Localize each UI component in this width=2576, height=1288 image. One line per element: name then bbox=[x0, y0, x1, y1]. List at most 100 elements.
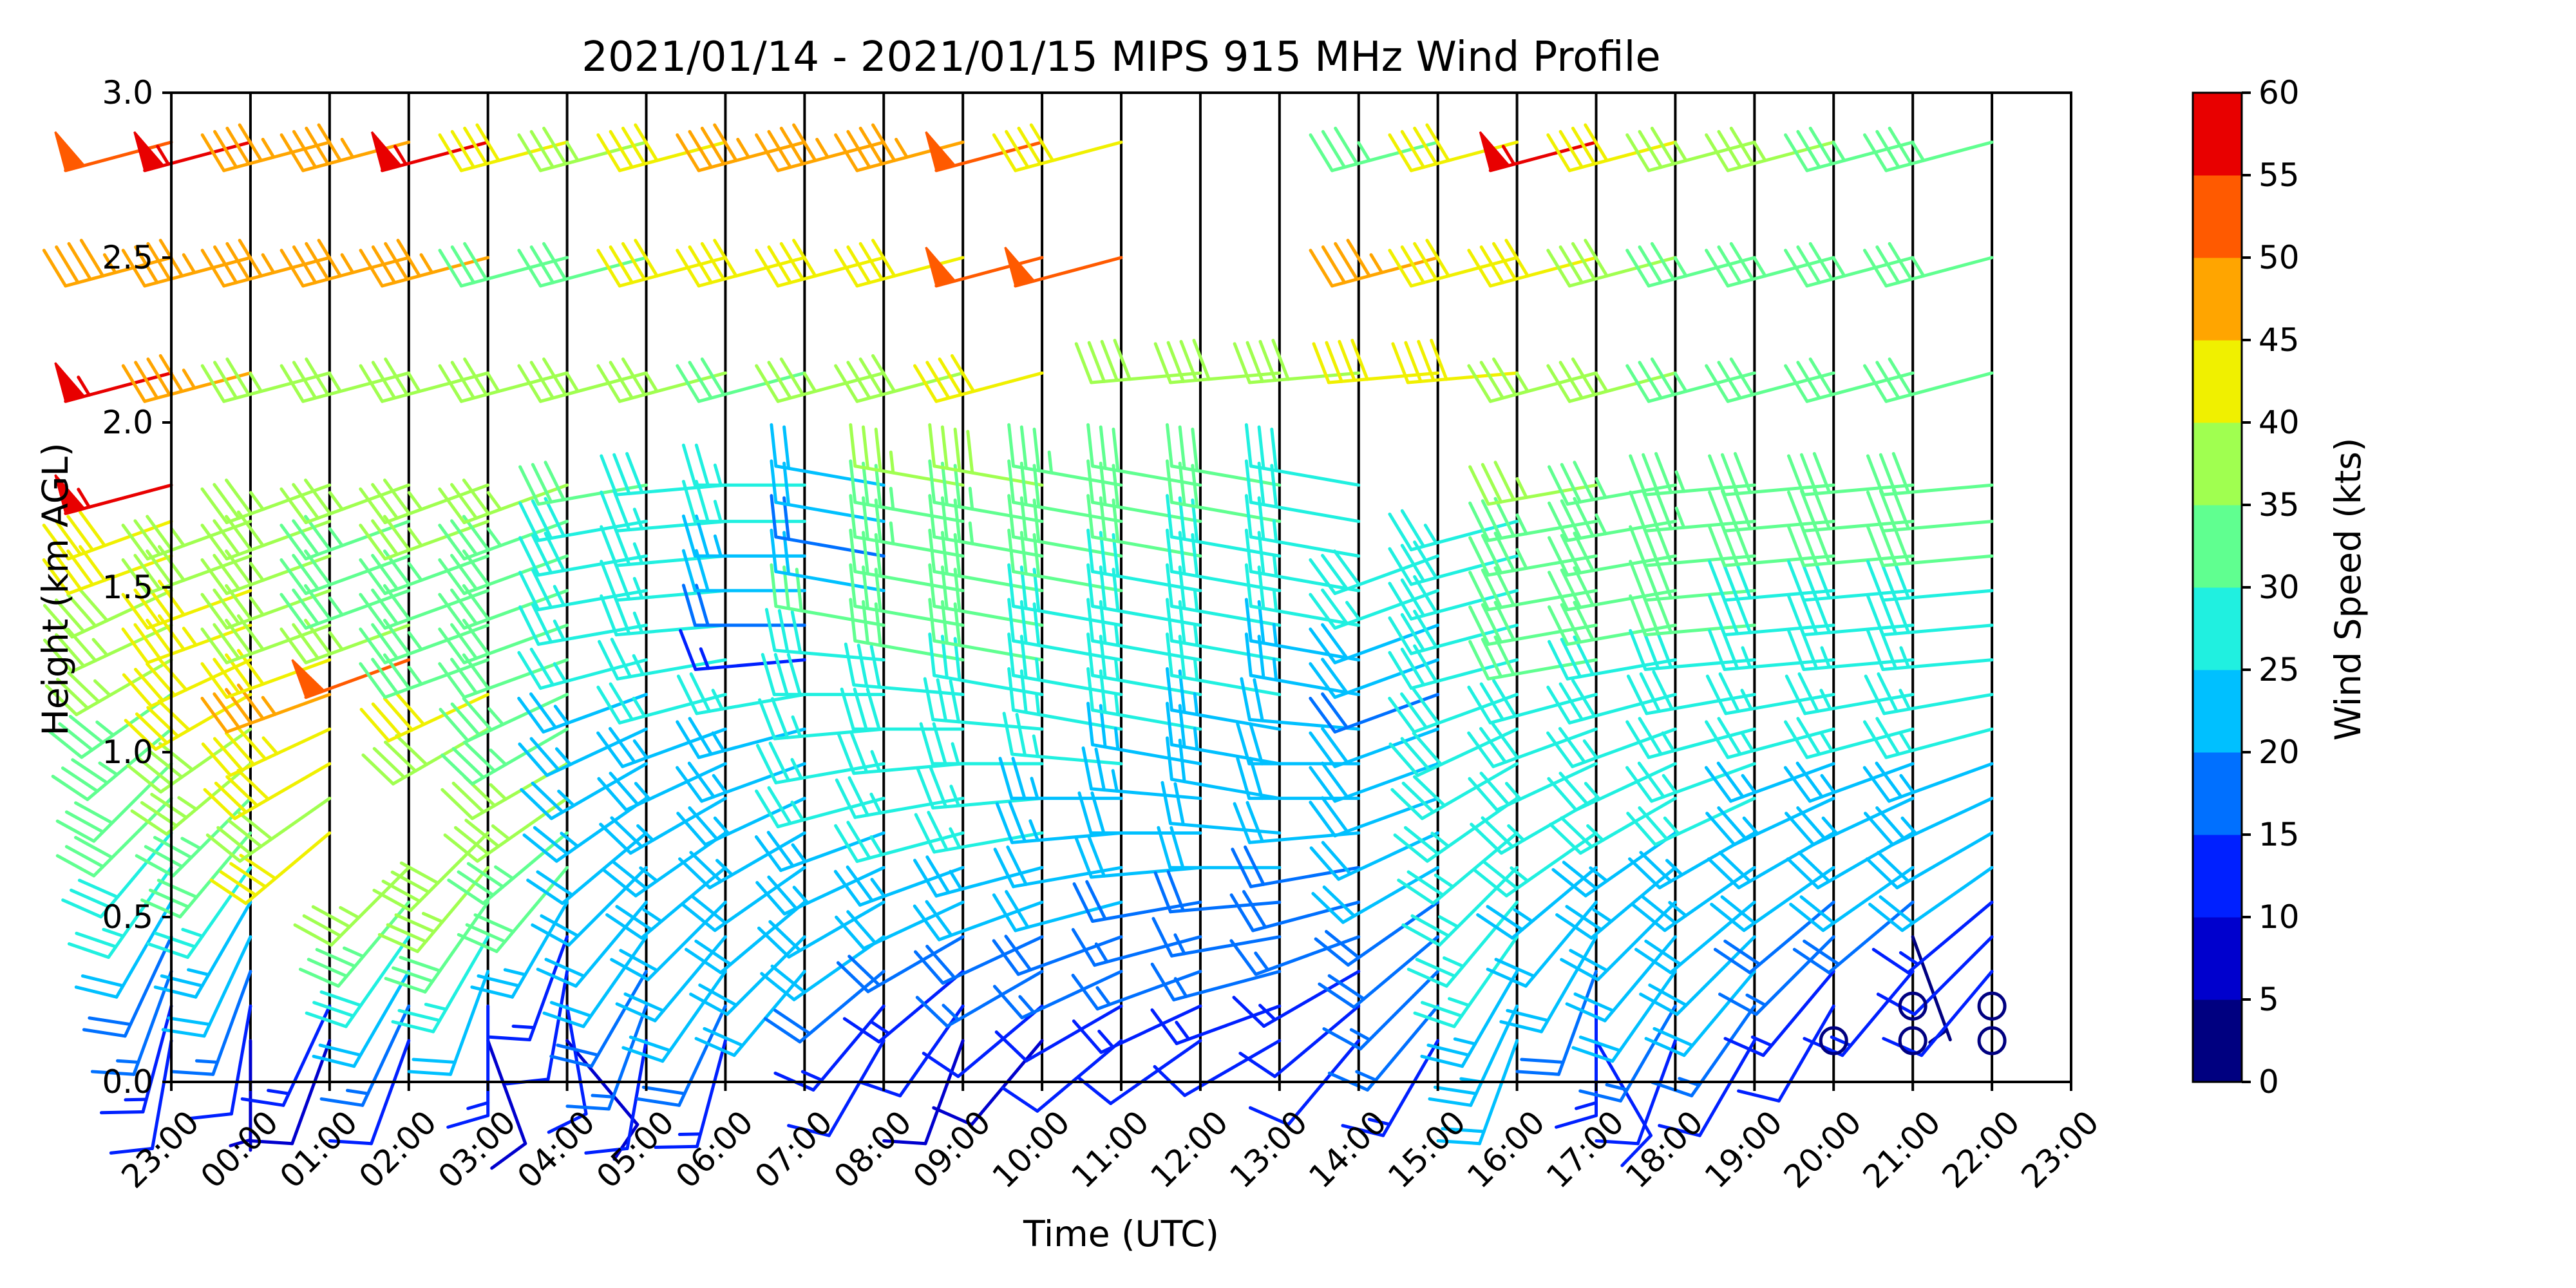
wind-barb bbox=[835, 900, 965, 951]
wind-barb bbox=[470, 900, 569, 999]
x-axis-ticks: 23:0000:0001:0002:0003:0004:0005:0006:00… bbox=[115, 1082, 2107, 1195]
colorbar-band bbox=[2193, 752, 2242, 835]
wind-barb bbox=[1420, 969, 1519, 1068]
wind-barb bbox=[834, 238, 965, 288]
calm-markers bbox=[1819, 991, 2007, 1056]
wind-barb bbox=[1244, 598, 1361, 662]
wind-barb bbox=[359, 691, 490, 743]
wind-barb bbox=[1153, 870, 1282, 914]
wind-barb bbox=[520, 762, 648, 820]
wind-barb bbox=[1862, 761, 1994, 803]
wind-barb bbox=[787, 1039, 886, 1137]
wind-barb bbox=[42, 238, 173, 288]
wind-barb bbox=[1151, 916, 1282, 958]
wind-barb bbox=[584, 1039, 648, 1155]
wind-barb bbox=[1314, 900, 1440, 967]
wind-barb bbox=[1388, 123, 1519, 173]
wind-barb bbox=[1388, 509, 1519, 552]
wind-barb bbox=[919, 722, 1044, 766]
wind-barb bbox=[1625, 126, 1756, 173]
wind-barb bbox=[1863, 797, 1994, 847]
wind-barb bbox=[1784, 126, 1915, 173]
wind-barb bbox=[1388, 238, 1519, 288]
x-tick-label: 18:00 bbox=[1618, 1103, 1710, 1195]
wind-barb bbox=[1626, 797, 1756, 847]
wind-barb bbox=[1713, 900, 1835, 974]
wind-barb bbox=[161, 935, 252, 1038]
wind-barb bbox=[1468, 635, 1598, 681]
wind-barb bbox=[1555, 866, 1677, 940]
wind-barb bbox=[684, 900, 806, 974]
wind-barb bbox=[675, 761, 806, 803]
x-tick-label: 20:00 bbox=[1777, 1103, 1869, 1195]
wind-barb bbox=[312, 969, 411, 1068]
wind-barb bbox=[1468, 566, 1598, 612]
colorbar-band bbox=[2193, 505, 2242, 588]
wind-barb bbox=[1718, 935, 1835, 1016]
wind-barb bbox=[1639, 935, 1756, 1016]
chart-title: 2021/01/14 - 2021/01/15 MIPS 915 MHz Win… bbox=[582, 33, 1661, 81]
wind-barb bbox=[1077, 791, 1202, 835]
wind-barb bbox=[998, 757, 1123, 800]
wind-barb bbox=[1871, 900, 1994, 974]
wind-barb bbox=[1004, 247, 1123, 288]
wind-barb bbox=[200, 649, 332, 699]
wind-barb bbox=[240, 1004, 332, 1107]
wind-barb bbox=[676, 238, 806, 288]
colorbar-band bbox=[2193, 999, 2242, 1083]
wind-barb bbox=[1705, 717, 1835, 759]
wind-barb bbox=[61, 831, 173, 919]
colorbar-tick-label: 55 bbox=[2259, 156, 2300, 194]
wind-barb bbox=[1322, 969, 1440, 1051]
wind-barb bbox=[601, 831, 727, 898]
wind-barb bbox=[1309, 126, 1440, 173]
wind-barb bbox=[1388, 540, 1519, 586]
wind-barb bbox=[229, 1039, 252, 1152]
wind-barb bbox=[923, 677, 1044, 731]
wind-barb bbox=[1705, 242, 1835, 288]
wind-barb bbox=[542, 935, 648, 1028]
wind-barb bbox=[54, 362, 173, 403]
wind-barb bbox=[1397, 831, 1519, 905]
wind-barb bbox=[849, 459, 965, 524]
wind-barb bbox=[391, 935, 490, 1034]
wind-barb bbox=[1467, 723, 1598, 768]
y-axis-ticks: 0.0 0.5 1.0 1.5 2.0 2.5 3.0 bbox=[102, 74, 171, 1101]
colorbar-tick-label: 5 bbox=[2259, 981, 2279, 1018]
wind-barb bbox=[882, 1039, 965, 1146]
wind-barb bbox=[1865, 831, 1994, 889]
wind-barb bbox=[1546, 357, 1677, 403]
wind-barb bbox=[1546, 726, 1677, 768]
wind-barb bbox=[834, 354, 965, 403]
wind-barb bbox=[1784, 357, 1915, 403]
wind-barb bbox=[1866, 488, 1994, 533]
wind-barb bbox=[438, 123, 569, 173]
wind-barb bbox=[438, 478, 569, 524]
wind-barb bbox=[517, 692, 648, 734]
colorbar-tick-label: 25 bbox=[2259, 651, 2300, 688]
x-axis-label: Time (UTC) bbox=[1023, 1213, 1219, 1255]
y-tick-label: 0.5 bbox=[102, 898, 153, 936]
wind-barb bbox=[636, 1004, 727, 1107]
wind-barb bbox=[1546, 123, 1677, 173]
wind-barb bbox=[679, 629, 806, 671]
wind-barb bbox=[328, 1039, 411, 1146]
wind-barb bbox=[1625, 717, 1756, 759]
wind-barb bbox=[676, 797, 806, 847]
wind-barb bbox=[1244, 494, 1361, 558]
colorbar-band bbox=[2193, 93, 2242, 176]
wind-barb bbox=[1625, 761, 1756, 803]
wind-barb bbox=[439, 692, 569, 743]
wind-barb bbox=[1571, 969, 1677, 1063]
y-tick-label: 0.0 bbox=[102, 1063, 153, 1101]
wind-barb bbox=[1160, 781, 1282, 835]
wind-barb bbox=[615, 935, 727, 1023]
wind-barb bbox=[109, 1039, 173, 1155]
wind-barb bbox=[925, 131, 1044, 173]
wind-barb bbox=[1165, 667, 1282, 731]
x-tick-label: 07:00 bbox=[748, 1103, 840, 1195]
wind-barb bbox=[200, 238, 332, 288]
wind-barb bbox=[913, 354, 1044, 403]
wind-barb bbox=[992, 969, 1123, 1019]
